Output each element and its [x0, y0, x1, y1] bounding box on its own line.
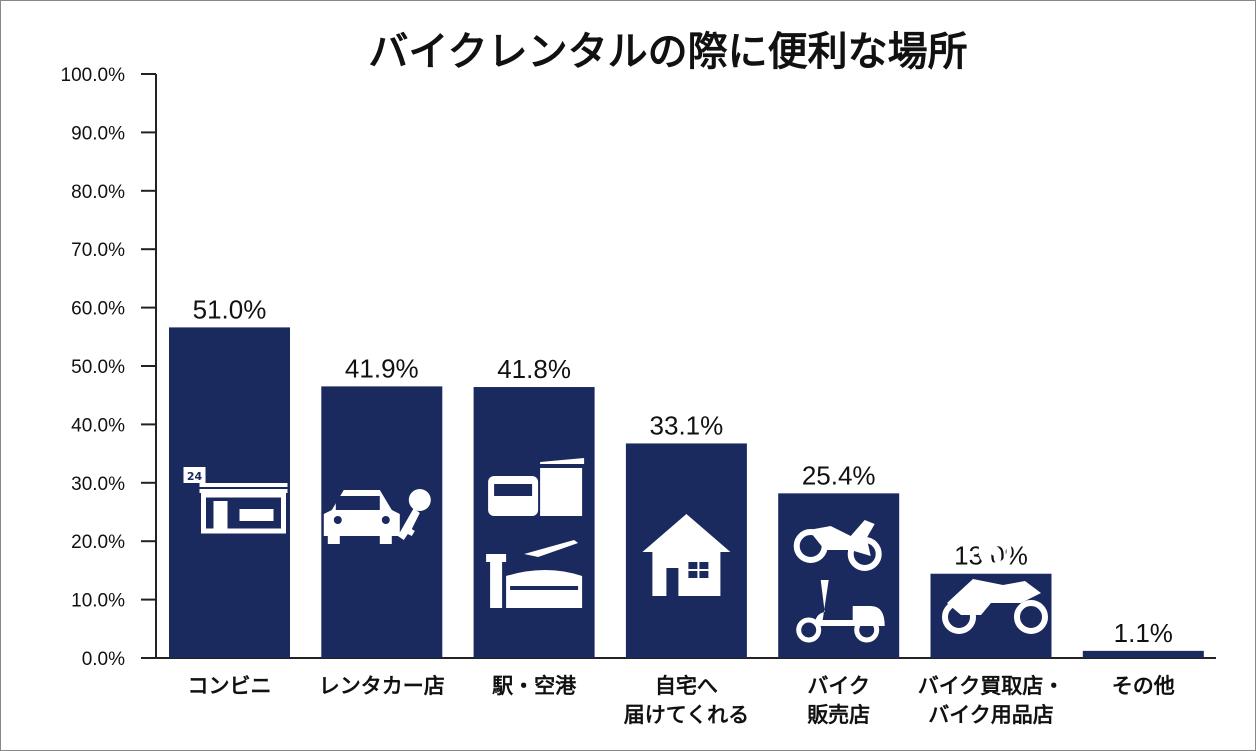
x-tick-label: 駅・空港 [492, 674, 577, 698]
y-tick-label: 50.0% [71, 357, 125, 378]
y-tick-label: 90.0% [71, 123, 125, 144]
data-label: 41.9% [345, 353, 419, 383]
y-tick-label: 70.0% [71, 240, 125, 261]
x-tick-label: 販売店 [807, 703, 870, 727]
bar [1082, 650, 1204, 658]
y-tick-label: 0.0% [82, 649, 125, 670]
x-tick-label: 届けてくれる [624, 703, 749, 727]
data-label: 1.1% [1114, 618, 1173, 648]
data-label: 51.0% [193, 294, 267, 324]
motorcycle-and-scooter-icon [793, 520, 885, 643]
x-tick-label: 自宅へ [655, 674, 718, 698]
y-tick-label: 60.0% [71, 299, 125, 320]
y-tick-label: 100.0% [61, 65, 126, 86]
y-tick-label: 40.0% [71, 415, 125, 436]
y-tick-label: 80.0% [71, 182, 125, 203]
bar [778, 493, 900, 658]
y-tick-label: 10.0% [71, 591, 125, 612]
x-tick-label: バイク買取店・ [918, 674, 1065, 698]
house-icon [642, 514, 731, 596]
bar [473, 387, 595, 658]
convenience-store-icon: 24 [183, 467, 288, 534]
x-tick-label: レンタカー店 [319, 674, 445, 698]
train-and-airport-icon [486, 458, 585, 608]
y-tick-label: 30.0% [71, 474, 125, 495]
y-tick-label: 20.0% [71, 532, 125, 553]
data-label: 25.4% [802, 460, 876, 490]
x-tick-label: コンビニ [188, 674, 272, 698]
tire-and-sportbike-icon [942, 534, 1048, 634]
x-tick-label: バイク用品店 [928, 703, 1054, 727]
data-label: 41.8% [497, 354, 571, 384]
svg-text:24: 24 [187, 470, 203, 483]
chart-title: バイクレンタルの際に便利な場所 [368, 29, 968, 75]
x-tick-label: バイク [807, 674, 870, 698]
car-and-key-icon [323, 489, 431, 544]
x-tick-label: その他 [1112, 674, 1175, 698]
data-label: 33.1% [650, 410, 724, 440]
